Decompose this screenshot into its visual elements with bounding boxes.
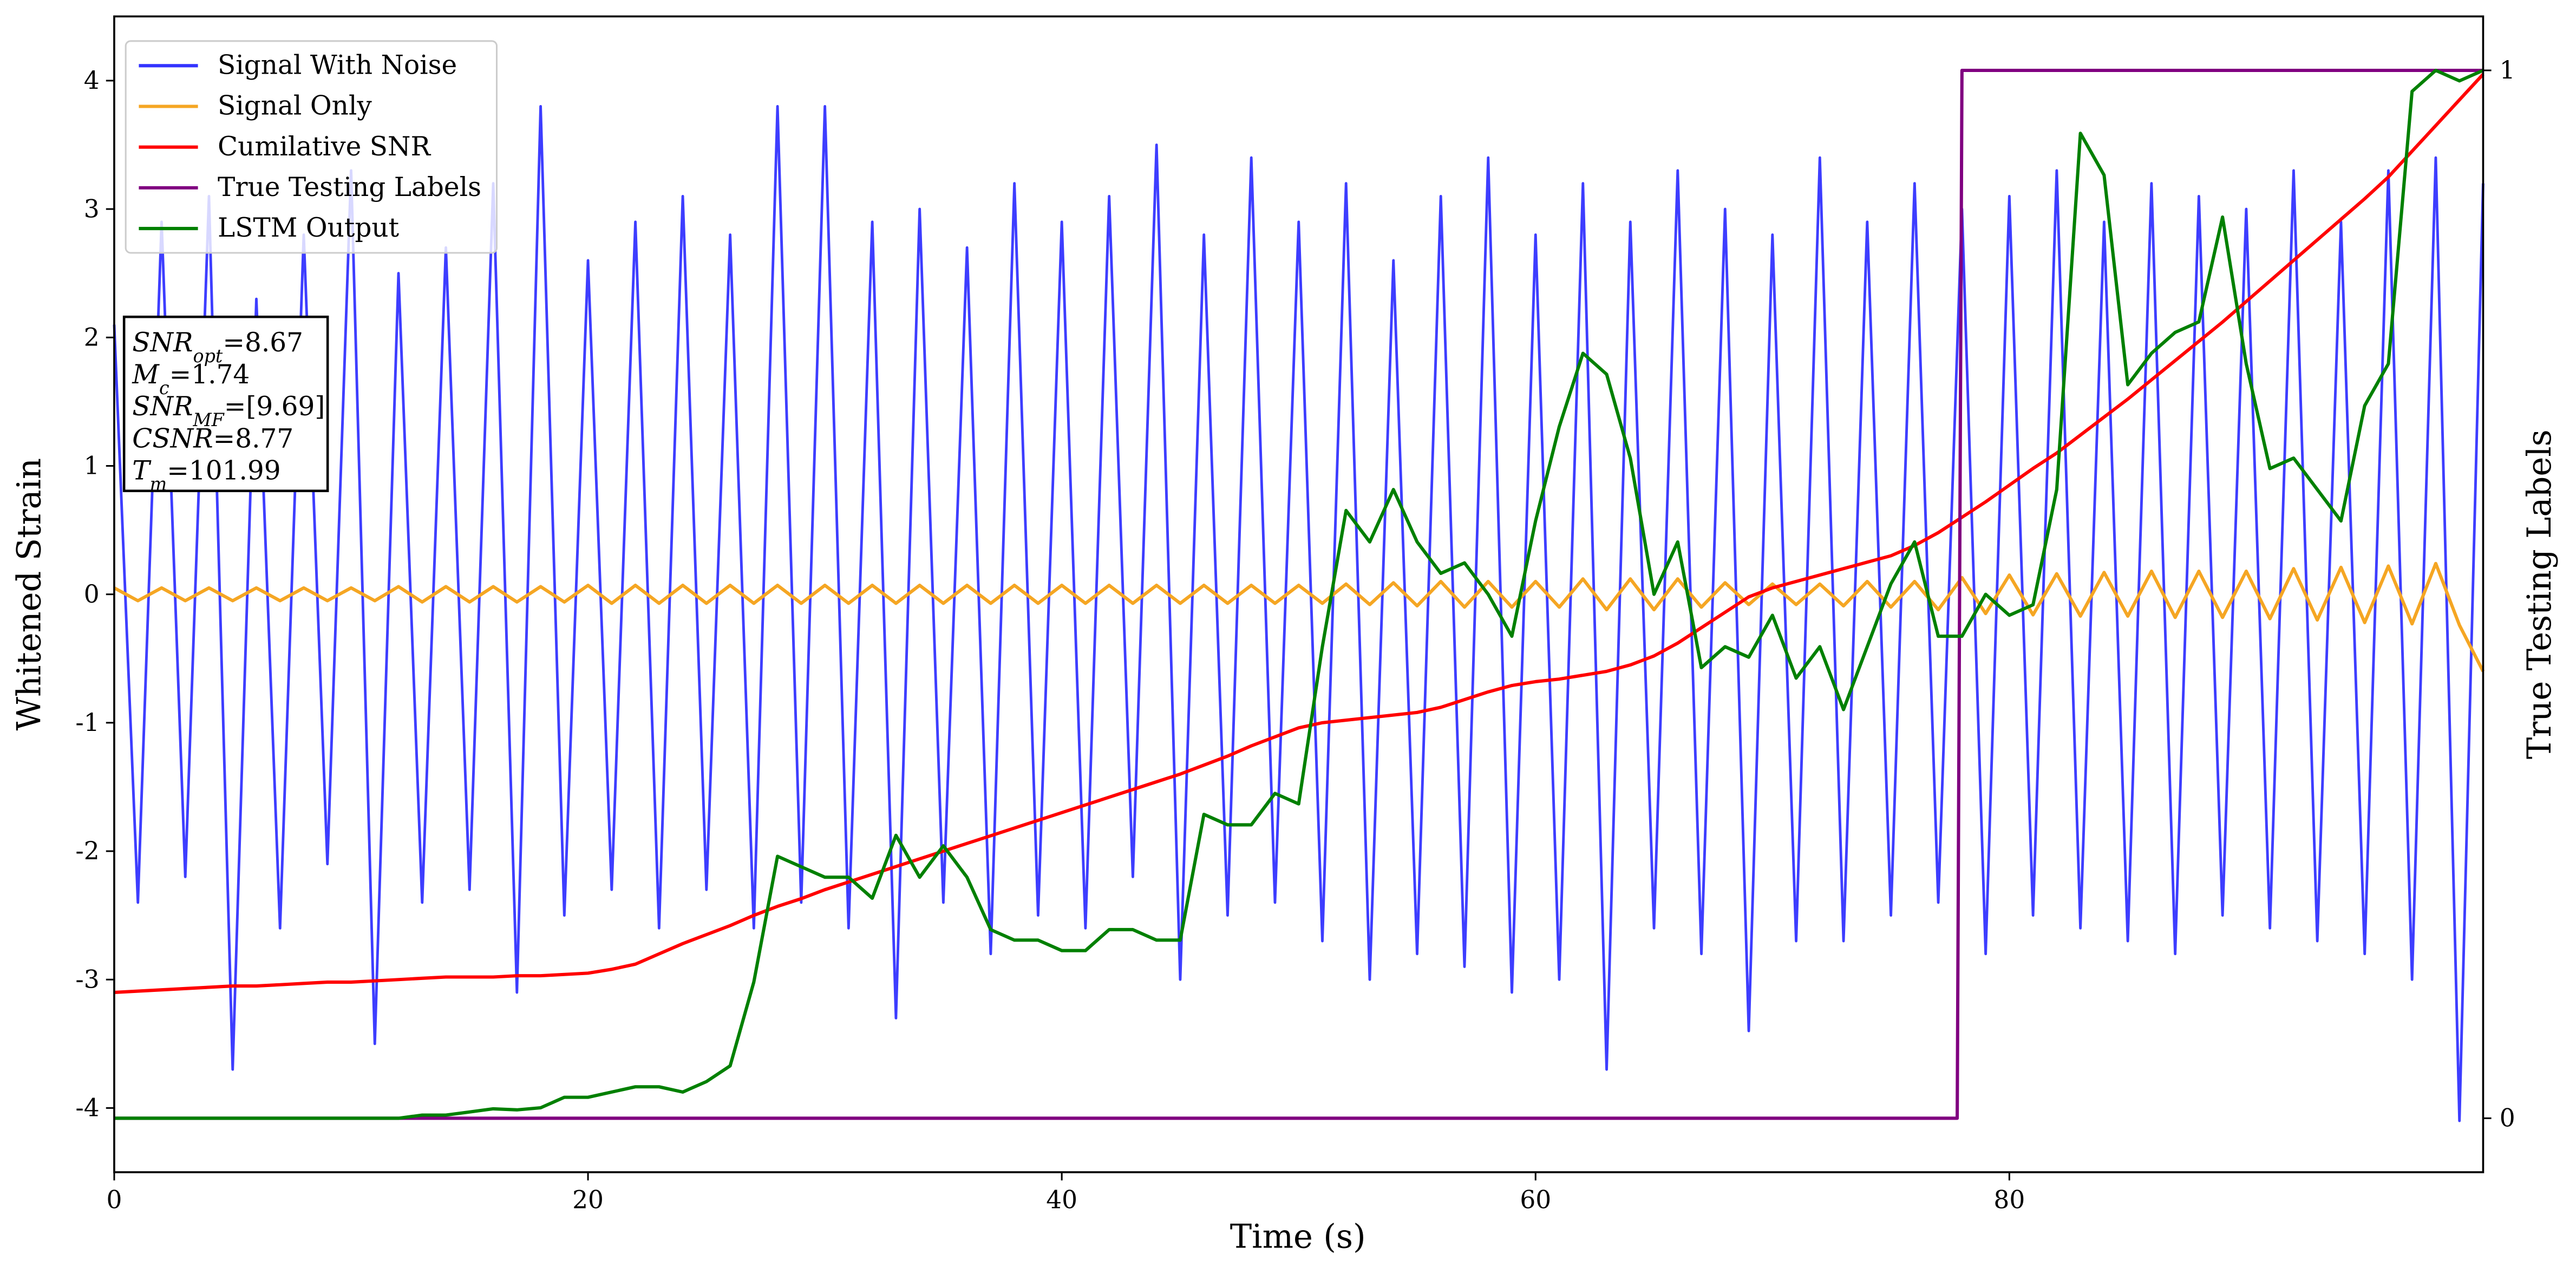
y2-tick-label: 0 (2500, 1103, 2515, 1132)
x-tick-label: 60 (1520, 1186, 1551, 1214)
y-tick-label: 4 (84, 66, 100, 95)
y-tick-label: -4 (75, 1094, 99, 1122)
annotation-line: SNRMF=[9.69] (132, 391, 325, 430)
y-tick-label: -2 (75, 837, 99, 865)
x-tick-label: 0 (106, 1186, 122, 1214)
annotation-value: =[9.69] (224, 391, 325, 422)
legend-label: Signal Only (218, 91, 372, 121)
legend-label: Cumilative SNR (218, 132, 431, 162)
legend-label: Signal With Noise (218, 50, 457, 80)
annotation-symbol: CSNR (132, 423, 213, 454)
x-tick-label: 80 (1993, 1186, 2025, 1214)
series-line (113, 561, 2485, 672)
annotation-symbol: SNR (132, 391, 193, 422)
legend-label: True Testing Labels (218, 172, 481, 202)
y-tick-label: 1 (84, 452, 100, 480)
legend-label: LSTM Output (218, 213, 400, 243)
annotation-line: CSNR=8.77 (132, 423, 293, 454)
annotation-subscript: MF (193, 409, 225, 430)
annotation-line: Mc=1.74 (132, 360, 250, 398)
annotation-symbol: SNR (132, 328, 193, 358)
x-tick-label: 20 (572, 1186, 604, 1214)
x-tick-label: 40 (1046, 1186, 1077, 1214)
series-line (114, 68, 2484, 1120)
annotation-subscript: opt (193, 345, 223, 366)
annotation-value: =8.67 (223, 328, 303, 358)
annotation-value: =8.77 (213, 423, 294, 454)
y2-axis-label: True Testing Labels (2521, 429, 2559, 759)
legend-box (125, 40, 498, 254)
y-tick-label: 0 (84, 580, 100, 609)
annotation-subscript: m (150, 473, 167, 494)
y2-tick-label: 1 (2500, 56, 2515, 84)
x-axis-label: Time (s) (1230, 1218, 1366, 1256)
y-tick-label: -1 (75, 708, 99, 737)
annotation-line: Tm=101.99 (132, 455, 280, 494)
series-line (114, 68, 2483, 1120)
y-tick-label: -3 (75, 965, 99, 994)
series-line (113, 104, 2485, 1122)
annotation-box (122, 315, 329, 492)
annotation-value: =1.74 (169, 360, 250, 390)
y-tick-label: 2 (84, 323, 100, 351)
annotation-symbol: T (132, 455, 152, 486)
annotation-symbol: M (132, 360, 160, 390)
series-line (114, 73, 2485, 994)
annotation-line: SNRopt=8.67 (132, 328, 303, 367)
y-tick-label: 3 (84, 194, 100, 223)
annotation-value: =101.99 (167, 455, 280, 486)
annotation-subscript: c (159, 377, 169, 398)
y-axis-label: Whitened Strain (11, 458, 49, 730)
